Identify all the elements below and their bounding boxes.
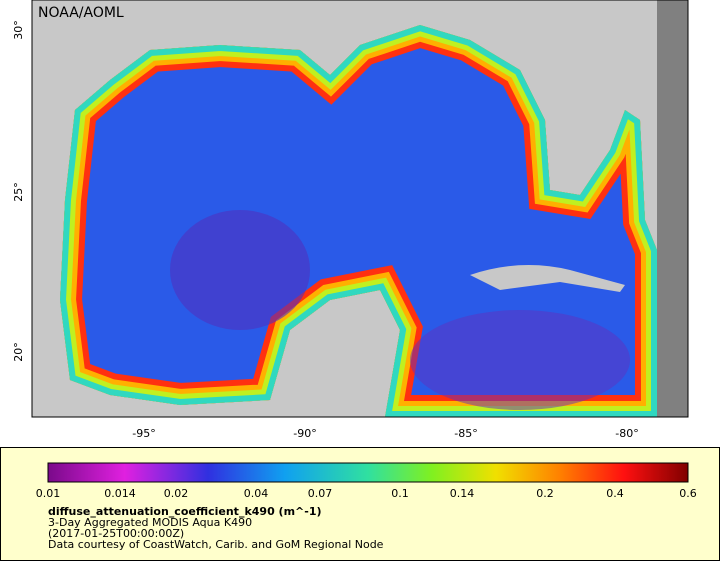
x-tick-label: -80° [615,427,638,440]
colorbar-tick-label: 0.2 [536,487,554,500]
colorbar [47,462,689,483]
variable-name: diffuse_attenuation_coefficient_k490 (m^… [48,505,322,518]
cuba [470,265,625,292]
colorbar-tick-label: 0.14 [450,487,475,500]
x-ticks: -95° -90° -85° -80° [132,427,638,440]
colorbar-tick-label: 0.6 [679,487,697,500]
colorbar-tick-label: 0.014 [104,487,136,500]
y-tick-label: 25° [12,182,25,202]
legend-line: 3-Day Aggregated MODIS Aqua K490 [48,516,252,529]
colorbar-tick-label: 0.4 [606,487,624,500]
colorbar-tick-label: 0.01 [36,487,61,500]
legend-line: (2017-01-25T00:00:00Z) [48,527,184,540]
colorbar-tick-label: 0.1 [391,487,409,500]
colorbar-tick-label: 0.04 [244,487,269,500]
colorbar-tick-label: 0.02 [164,487,189,500]
x-tick-label: -90° [293,427,316,440]
map-frame [31,0,689,418]
x-tick-label: -85° [454,427,477,440]
colorbar-ticks: 0.01 0.014 0.02 0.04 0.07 0.1 0.14 0.2 0.4 0.6 [36,487,697,500]
colorbar-tick-label: 0.07 [308,487,333,500]
y-tick-label: 20° [12,342,25,362]
legend-line: Data courtesy of CoastWatch, Carib. and … [48,538,384,551]
credit: NOAA/AOML [38,5,124,21]
y-tick-label: 30° [12,20,25,40]
no-data-strip [657,0,688,417]
x-tick-label: -95° [132,427,155,440]
y-ticks: 30° 25° 20° [12,20,25,362]
